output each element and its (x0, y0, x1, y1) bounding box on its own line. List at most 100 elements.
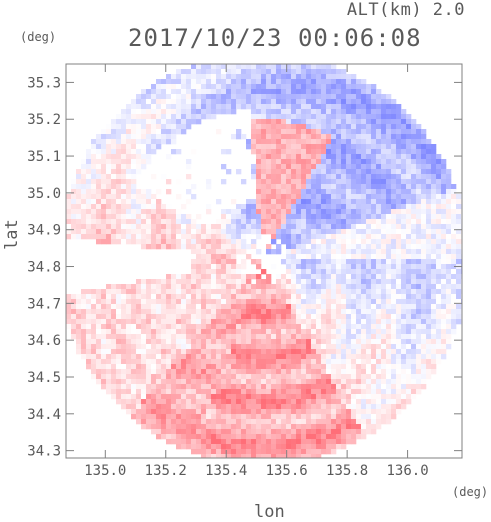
radar-cell (171, 314, 177, 320)
radar-cell (111, 179, 117, 185)
radar-cell (326, 429, 332, 435)
radar-cell (206, 314, 212, 320)
radar-cell (91, 289, 97, 295)
radar-cell (411, 334, 417, 340)
radar-cell (381, 289, 387, 295)
radar-cell (121, 124, 127, 130)
radar-cell (276, 314, 282, 320)
radar-cell (241, 334, 247, 340)
radar-cell (106, 319, 112, 325)
radar-cell (131, 234, 137, 240)
radar-cell (361, 89, 367, 95)
radar-cell (316, 274, 322, 280)
radar-cell (366, 414, 372, 420)
radar-cell (306, 114, 312, 120)
radar-cell (266, 394, 272, 400)
radar-cell (306, 344, 312, 350)
radar-cell (316, 114, 322, 120)
radar-cell (166, 109, 172, 115)
radar-cell (396, 394, 402, 400)
radar-cell (291, 129, 297, 135)
radar-cell (351, 154, 357, 160)
radar-cell (306, 109, 312, 115)
radar-cell (341, 284, 347, 290)
radar-cell (391, 344, 397, 350)
radar-cell (106, 239, 112, 245)
radar-cell (131, 359, 137, 365)
radar-cell (241, 444, 247, 450)
radar-cell (406, 389, 412, 395)
radar-cell (221, 104, 227, 110)
radar-cell (81, 334, 87, 340)
radar-cell (331, 394, 337, 400)
radar-cell (166, 319, 172, 325)
radar-cell (131, 199, 137, 205)
radar-cell (141, 204, 147, 210)
radar-cell (176, 404, 182, 410)
radar-cell (411, 274, 417, 280)
radar-cell (196, 424, 202, 430)
radar-cell (346, 114, 352, 120)
radar-cell (406, 384, 412, 390)
radar-cell (426, 259, 432, 265)
radar-cell (161, 94, 167, 100)
radar-cell (306, 104, 312, 110)
radar-cell (201, 394, 207, 400)
radar-cell (346, 329, 352, 335)
radar-cell (261, 414, 267, 420)
radar-cell (341, 139, 347, 145)
radar-cell (121, 224, 127, 230)
radar-cell (316, 449, 322, 455)
radar-cell (331, 134, 337, 140)
radar-cell (371, 329, 377, 335)
radar-cell (411, 309, 417, 315)
radar-cell (261, 444, 267, 450)
radar-cell (336, 269, 342, 275)
radar-cell (126, 374, 132, 380)
radar-cell (121, 229, 127, 235)
radar-cell (106, 134, 112, 140)
radar-cell (296, 274, 302, 280)
radar-cell (186, 309, 192, 315)
radar-cell (131, 369, 137, 375)
radar-cell (316, 454, 322, 458)
radar-cell (366, 254, 372, 260)
radar-cell (166, 404, 172, 410)
radar-cell (271, 319, 277, 325)
radar-cell (281, 94, 287, 100)
radar-cell (246, 94, 252, 100)
radar-cell (306, 284, 312, 290)
radar-cell (151, 199, 157, 205)
radar-cell (86, 149, 92, 155)
radar-cell (71, 214, 77, 220)
radar-cell (91, 149, 97, 155)
radar-cell (241, 69, 247, 75)
radar-cell (276, 134, 282, 140)
radar-cell (166, 294, 172, 300)
radar-cell (176, 329, 182, 335)
radar-cell (401, 179, 407, 185)
radar-cell (191, 349, 197, 355)
radar-cell (401, 159, 407, 165)
radar-cell (101, 314, 107, 320)
radar-cell (371, 239, 377, 245)
radar-cell (96, 159, 102, 165)
radar-cell (171, 234, 177, 240)
radar-cell (136, 399, 142, 405)
radar-cell (351, 239, 357, 245)
radar-cell (326, 304, 332, 310)
radar-cell (111, 384, 117, 390)
radar-cell (411, 314, 417, 320)
radar-cell (291, 259, 297, 265)
radar-cell (441, 314, 447, 320)
radar-cell (276, 374, 282, 380)
radar-cell (376, 304, 382, 310)
radar-cell (126, 159, 132, 165)
radar-cell (371, 124, 377, 130)
radar-cell (141, 359, 147, 365)
radar-cell (186, 109, 192, 115)
radar-cell (376, 354, 382, 360)
radar-cell (436, 359, 442, 365)
radar-cell (66, 194, 72, 200)
radar-cell (106, 229, 112, 235)
